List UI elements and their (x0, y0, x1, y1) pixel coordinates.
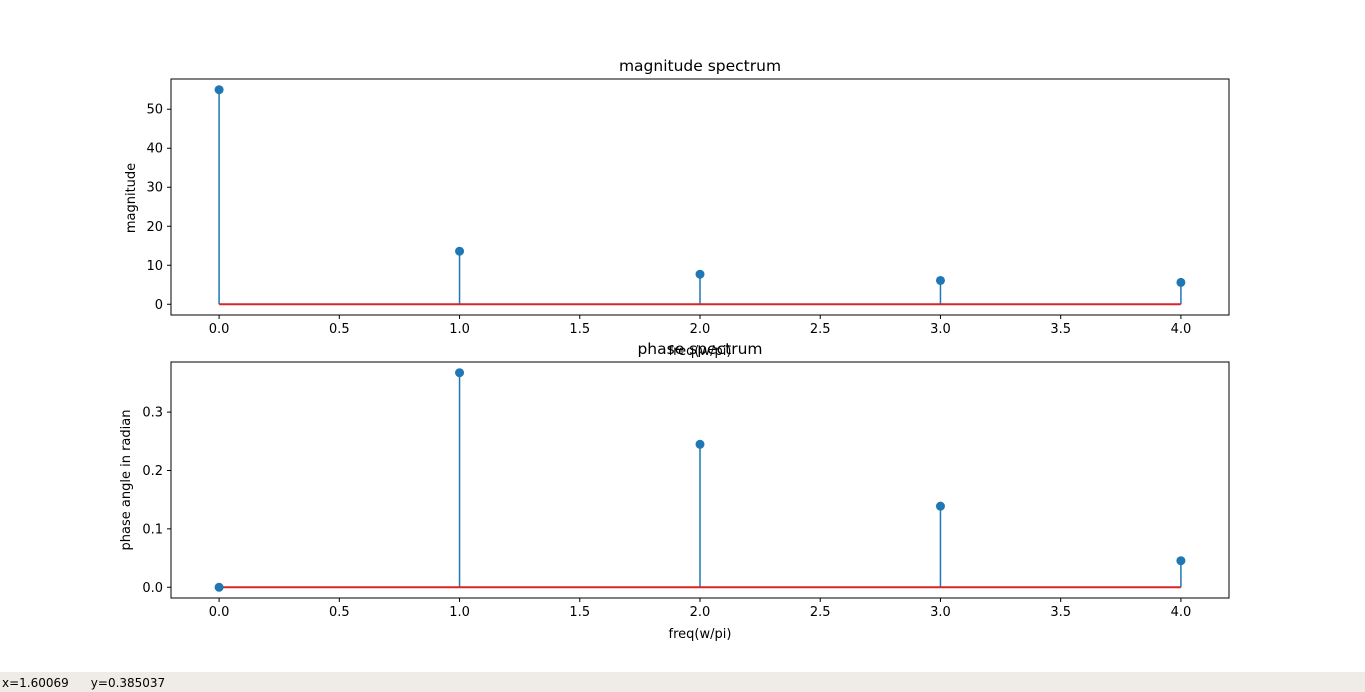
magnitude-x-tick-label: 1.5 (569, 322, 590, 337)
phase-x-tick-label: 0.5 (329, 605, 350, 620)
phase-stem-marker (695, 439, 705, 449)
phase-x-axis-label: freq(w/pi) (669, 627, 732, 642)
magnitude-x-axis-label: freq(w/pi) (669, 344, 732, 359)
phase-y-axis-label: phase angle in radian (119, 410, 134, 551)
cursor-y-readout: y=0.385037 (90, 676, 166, 690)
phase-stem-marker (935, 501, 945, 511)
magnitude-stem-marker (214, 85, 224, 95)
phase-x-tick-label: 1.0 (449, 605, 470, 620)
magnitude-x-tick-label: 0.0 (209, 322, 230, 337)
magnitude-y-tick-label: 10 (146, 259, 163, 274)
figure: magnitude spectrum freq(w/pi) magnitude … (119, 57, 1230, 642)
magnitude-y-tick-label: 50 (146, 103, 163, 118)
phase-x-tick-label: 4.0 (1171, 605, 1192, 620)
phase-y-tick-label: 0.2 (142, 464, 163, 479)
phase-stem-marker (214, 582, 224, 592)
phase-plot-area: 0.0 0.5 1.0 1.5 2.0 2.5 3.0 3.5 4.0 0.0 0.1 0.2 0.3 (142, 361, 1230, 620)
phase-chart-title: phase spectrum (637, 340, 762, 358)
magnitude-x-tick-label: 0.5 (329, 322, 350, 337)
magnitude-y-tick-label: 0 (155, 298, 163, 313)
magnitude-x-tick-label: 2.0 (690, 322, 711, 337)
phase-x-tick-label: 1.5 (569, 605, 590, 620)
phase-x-tick-label: 3.5 (1050, 605, 1071, 620)
phase-y-tick-label: 0.3 (142, 406, 163, 421)
magnitude-x-tick-label: 3.0 (930, 322, 951, 337)
cursor-x-readout: x=1.60069 (2, 676, 69, 690)
phase-spectrum-panel: phase spectrum freq(w/pi) phase angle in… (119, 340, 1230, 642)
magnitude-y-tick-label: 30 (146, 181, 163, 196)
magnitude-y-tick-label: 20 (146, 220, 163, 235)
magnitude-x-tick-label: 4.0 (1171, 322, 1192, 337)
magnitude-x-tick-label: 1.0 (449, 322, 470, 337)
phase-stem-marker (455, 368, 465, 378)
magnitude-y-axis-label: magnitude (124, 163, 139, 233)
magnitude-chart-title: magnitude spectrum (619, 57, 781, 75)
magnitude-stem-marker (935, 275, 945, 285)
phase-x-tick-label: 3.0 (930, 605, 951, 620)
magnitude-stem-marker (695, 269, 705, 279)
phase-x-tick-label: 2.0 (690, 605, 711, 620)
magnitude-stem-marker (455, 246, 465, 256)
status-bar: x=1.60069 y=0.385037 (0, 672, 1365, 692)
magnitude-x-tick-label: 2.5 (810, 322, 831, 337)
magnitude-plot-area: 0.0 0.5 1.0 1.5 2.0 2.5 3.0 3.5 4.0 0 10 20 30 40 50 (146, 78, 1230, 337)
phase-x-tick-label: 2.5 (810, 605, 831, 620)
phase-x-tick-label: 0.0 (209, 605, 230, 620)
phase-y-tick-label: 0.1 (142, 522, 163, 537)
magnitude-stem-marker (1176, 277, 1186, 287)
magnitude-y-tick-label: 40 (146, 142, 163, 157)
magnitude-x-tick-label: 3.5 (1050, 322, 1071, 337)
phase-stem-marker (1176, 556, 1186, 566)
phase-y-tick-label: 0.0 (142, 581, 163, 596)
magnitude-spectrum-panel: magnitude spectrum freq(w/pi) magnitude … (124, 57, 1230, 359)
